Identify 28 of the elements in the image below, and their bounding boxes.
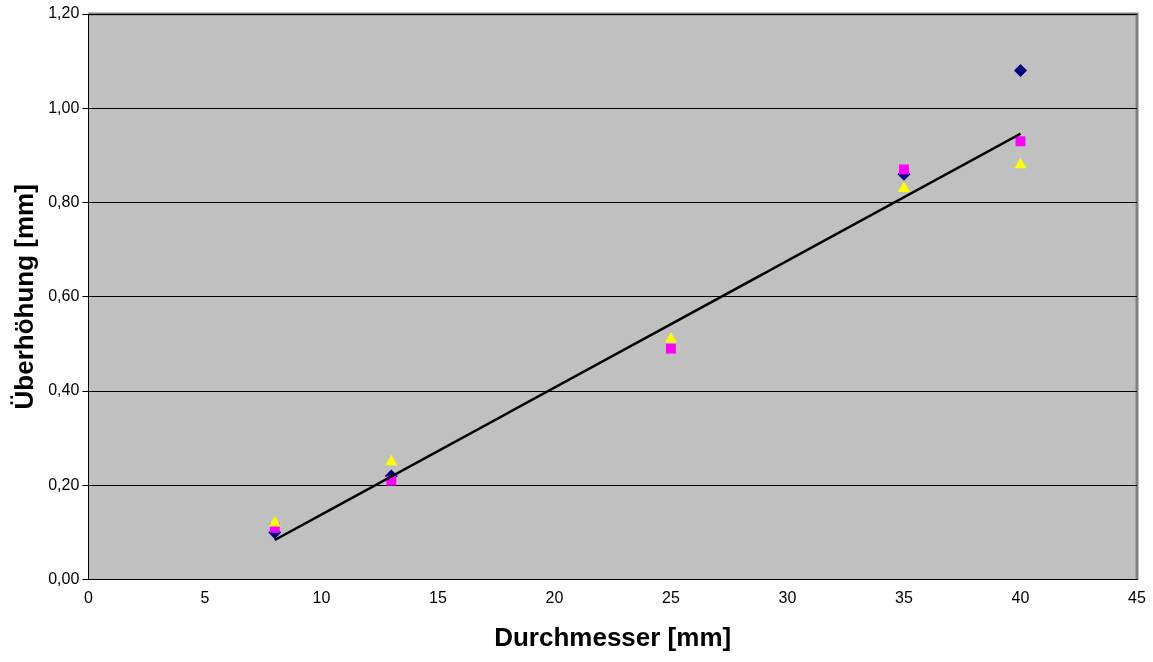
y-tick-label: 1,20: [48, 4, 80, 22]
point: [664, 332, 677, 343]
x-axis-title: Durchmesser [mm]: [494, 621, 732, 652]
point: [665, 343, 676, 354]
y-tick-label: 0,20: [48, 475, 80, 493]
point: [1015, 136, 1026, 147]
x-tick-label: 20: [545, 588, 564, 606]
y-tick-label: 0,40: [48, 381, 80, 399]
point: [1013, 64, 1027, 78]
point: [897, 181, 911, 192]
y-tick-label: 0,60: [48, 287, 80, 305]
x-tick-label: 0: [83, 588, 93, 606]
x-tick-label: 40: [1011, 588, 1030, 606]
x-tick-label: 25: [662, 588, 680, 606]
y-tick-label: 0,00: [48, 570, 80, 588]
point: [1014, 157, 1027, 169]
x-tick-label: 10: [312, 588, 331, 606]
point: [268, 516, 281, 527]
point: [899, 164, 909, 175]
y-tick-label: 0,80: [48, 192, 80, 210]
x-tick-label: 30: [778, 588, 797, 606]
point: [385, 454, 398, 466]
x-tick-label: 5: [200, 588, 210, 606]
x-tick-label: 15: [429, 588, 447, 606]
x-tick-label: 45: [1128, 588, 1146, 606]
y-tick-label: 1,00: [48, 98, 80, 116]
x-tick-label: 35: [895, 588, 913, 606]
y-axis-title: Überhöhung [mm]: [8, 184, 39, 410]
